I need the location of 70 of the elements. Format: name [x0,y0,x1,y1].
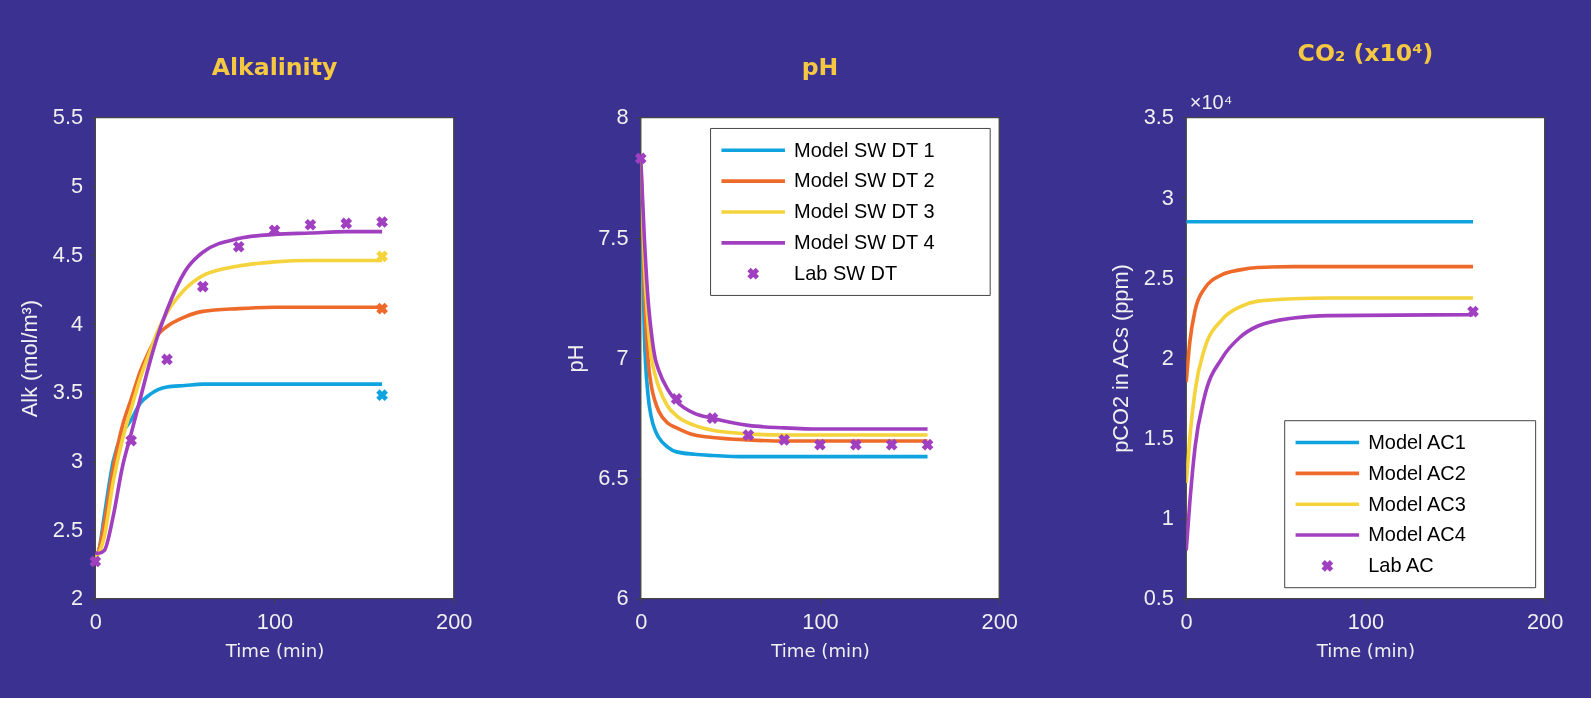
y-tick-label: 5.5 [52,104,84,130]
y-tick-label: 2.5 [1143,264,1174,290]
point [814,438,826,451]
y-tick-label: 2 [70,585,84,611]
legend-label: Model AC2 [1368,461,1466,484]
x-tick-label: 200 [436,608,473,634]
y-axis-title: pH [562,344,588,373]
chart-title: Alkalinity [211,52,338,81]
y-tick-label: 6 [616,585,629,611]
point [125,434,137,447]
legend-label: Model AC4 [1368,523,1466,546]
chart-title: CO₂ (x10⁴) [1297,39,1434,68]
legend-label: Lab SW DT [794,262,898,285]
point [376,389,388,402]
point [376,302,388,315]
legend-label: Model SW DT 4 [794,231,935,254]
x-tick-label: 100 [256,608,294,634]
point [850,438,862,451]
point [340,217,353,230]
point [232,240,245,253]
y-tick-label: 3 [70,447,84,473]
y-tick-label: 1.5 [1143,425,1174,451]
x-tick-label: 100 [1347,608,1385,634]
point [706,412,719,425]
y-tick-label: 8 [616,104,629,130]
legend-label: Model SW DT 2 [794,169,935,192]
x-axis-title: Time (min) [1315,640,1416,662]
y-tick-label: 4 [70,310,84,336]
point [634,152,647,165]
point [778,433,791,446]
y-tick-label: 3 [1161,184,1174,210]
legend-label: Model AC1 [1368,430,1466,453]
y-tick-label: 7.5 [598,224,629,250]
y-tick-label: 4.5 [52,241,84,267]
y-axis-title: pCO2 in ACs (ppm) [1108,264,1134,453]
y-tick-label: 2 [1161,344,1174,370]
legend-label: Model AC3 [1368,492,1466,515]
point [921,438,934,451]
y-tick-label: 5 [70,173,84,199]
point [885,438,898,451]
y-tick-label: 7 [616,344,629,370]
x-axis-title: Time (min) [224,640,325,662]
text: ×10⁴ [1189,91,1233,114]
x-tick-label: 200 [1527,608,1564,634]
point [376,250,388,263]
y-tick-label: 1 [1161,505,1174,531]
point [89,555,102,568]
y-tick-label: 6.5 [598,465,629,491]
x-tick-label: 100 [802,608,839,634]
y-tick-label: 0.5 [1143,585,1174,611]
point [670,393,683,405]
point [196,280,209,293]
y-axis-title: Alk (mol/m³) [17,299,43,418]
x-tick-label: 200 [981,608,1018,634]
y-tick-label: 3.5 [1143,104,1174,130]
point [304,218,317,231]
line-series [1186,264,1475,384]
point [742,429,755,441]
legend-label: Model SW DT 1 [794,138,935,161]
x-tick-label: 0 [1180,608,1193,634]
legend-label: Model SW DT 3 [794,200,935,223]
y-tick-label: 3.5 [52,379,84,405]
x-tick-label: 0 [635,608,648,634]
x-axis-title: Time (min) [770,640,870,662]
y-tick-label: 2.5 [52,516,84,542]
line-series [1186,296,1475,485]
point [376,216,388,228]
chart-title: pH [801,52,839,81]
legend-label: Lab AC [1368,554,1434,577]
x-tick-label: 0 [89,608,102,634]
